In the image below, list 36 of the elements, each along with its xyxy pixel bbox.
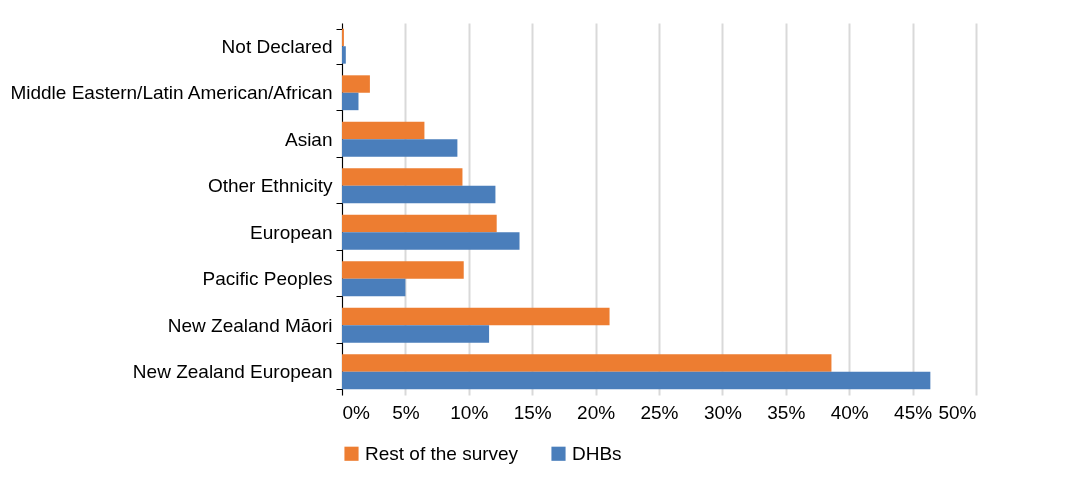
x-tick-label: 0% [342, 401, 371, 423]
x-tick-label: 15% [513, 401, 552, 423]
legend-label: Rest of the survey [365, 442, 519, 464]
x-tick-label: 50% [938, 401, 977, 423]
bar [342, 214, 497, 233]
x-tick-label: 20% [577, 401, 616, 423]
y-tick-label: Middle Eastern/Latin American/African [10, 82, 333, 104]
x-tick-label: 40% [830, 401, 869, 423]
y-tick-label: Asian [284, 128, 333, 150]
y-tick-label: European [250, 221, 333, 243]
x-tick-label: 25% [640, 401, 679, 423]
bar [342, 371, 931, 390]
bar [342, 185, 496, 204]
y-tick-label: New Zealand Māori [167, 314, 333, 336]
bar [342, 325, 490, 343]
bar [342, 232, 520, 250]
y-tick-label: Other Ethnicity [207, 175, 333, 197]
bar [342, 354, 832, 372]
x-tick-label: 5% [392, 401, 420, 423]
x-tick-label: 10% [450, 401, 489, 423]
bar [342, 278, 406, 297]
bar [342, 92, 359, 111]
bar [342, 168, 463, 186]
bar [342, 261, 464, 279]
legend-label: DHBs [572, 442, 622, 464]
x-tick-label: 30% [703, 401, 743, 423]
bar [342, 46, 346, 64]
y-tick-label: New Zealand European [132, 361, 333, 383]
x-tick-label: 35% [767, 401, 806, 423]
x-tick-label: 45% [894, 401, 933, 423]
bar [342, 139, 458, 157]
y-tick-label: Pacific Peoples [202, 268, 333, 290]
bar [342, 121, 425, 140]
bar [342, 307, 610, 326]
bar [342, 75, 370, 93]
y-tick-label: Not Declared [221, 35, 333, 57]
